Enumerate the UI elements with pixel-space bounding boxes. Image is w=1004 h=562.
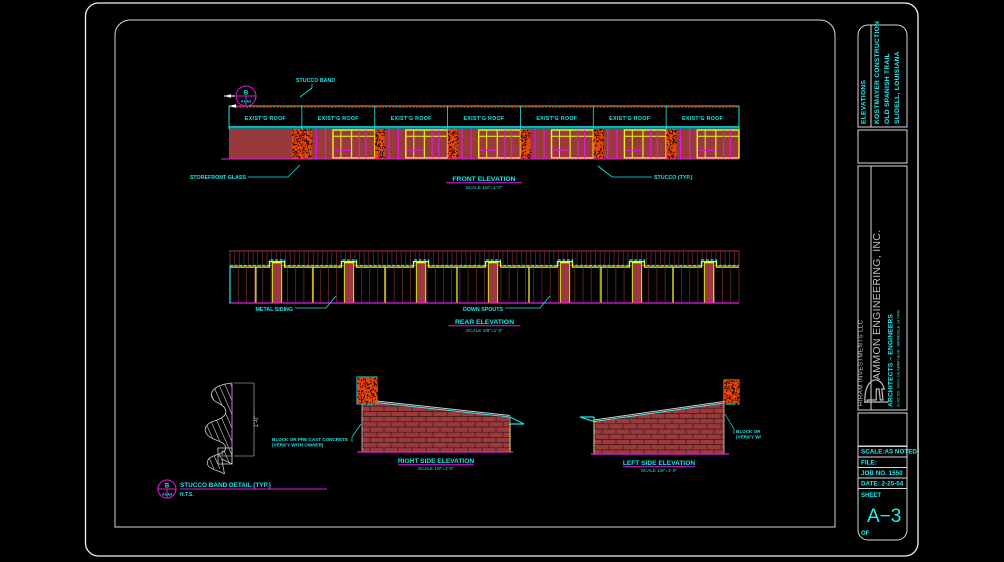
svg-text:SCALE 1/8"=1'-0": SCALE 1/8"=1'-0" — [466, 185, 503, 190]
svg-text:EXIST'G ROOF: EXIST'G ROOF — [463, 116, 505, 122]
svg-text:EXIST'G ROOF: EXIST'G ROOF — [536, 116, 578, 122]
svg-text:OLD SPANISH TRAIL: OLD SPANISH TRAIL — [884, 53, 891, 124]
svg-text:BLOCK OR: BLOCK OR — [736, 429, 761, 434]
svg-text:EXIST'G ROOF: EXIST'G ROOF — [318, 116, 360, 122]
svg-text:FRONT ELEVATION: FRONT ELEVATION — [452, 176, 515, 183]
svg-text:(VERIFY WITH OWNER): (VERIFY WITH OWNER) — [272, 443, 324, 448]
svg-text:(VERIFY W/: (VERIFY W/ — [736, 435, 762, 440]
svg-text:HIRAM INVESTMENTS LLC: HIRAM INVESTMENTS LLC — [858, 319, 865, 406]
svg-text:REAR ELEVATION: REAR ELEVATION — [455, 319, 514, 326]
svg-text:DATE: 2-25-04: DATE: 2-25-04 — [861, 481, 904, 488]
svg-text:DOWN SPOUTS: DOWN SPOUTS — [463, 307, 503, 313]
svg-text:STUCCO (TYP.): STUCCO (TYP.) — [654, 175, 693, 181]
svg-text:SUITE 300 - 600 N. CAUSEWAY BL: SUITE 300 - 600 N. CAUSEWAY BLVD - MANDE… — [897, 310, 901, 407]
svg-text:SCALE 1/8"=1'-0": SCALE 1/8"=1'-0" — [418, 466, 455, 471]
svg-text:ELEVATIONS: ELEVATIONS — [861, 80, 868, 124]
svg-text:EXIST'G ROOF: EXIST'G ROOF — [682, 116, 724, 122]
svg-text:SHEET: SHEET — [861, 493, 881, 499]
svg-text:1": 1" — [221, 451, 226, 457]
svg-text:1'-0": 1'-0" — [254, 416, 260, 428]
svg-text:KOSTMAYER CONSTRUCTION: KOSTMAYER CONSTRUCTION — [874, 21, 881, 124]
svg-text:FILE:: FILE: — [861, 460, 877, 467]
svg-text:METAL SIDING: METAL SIDING — [256, 307, 293, 313]
svg-text:B: B — [244, 91, 249, 97]
svg-text:SCALE:AS NOTED: SCALE:AS NOTED — [861, 449, 917, 456]
svg-text:A−3: A−3 — [867, 506, 901, 527]
svg-text:EXIST'G ROOF: EXIST'G ROOF — [391, 116, 433, 122]
svg-text:STOREFRONT GLASS: STOREFRONT GLASS — [190, 175, 247, 181]
svg-text:B: B — [165, 484, 170, 490]
svg-text:AMMON ENGINEERING, INC.: AMMON ENGINEERING, INC. — [871, 230, 883, 380]
svg-text:SLIDELL, LOUISIANA: SLIDELL, LOUISIANA — [894, 51, 901, 124]
svg-text:EXIST'G ROOF: EXIST'G ROOF — [245, 116, 287, 122]
svg-text:N.T.S.: N.T.S. — [180, 492, 194, 498]
svg-text:LEFT SIDE ELEVATION: LEFT SIDE ELEVATION — [623, 460, 696, 467]
svg-text:SCALE 1/8"=1'-0": SCALE 1/8"=1'-0" — [466, 328, 503, 333]
svg-text:OF: OF — [861, 531, 870, 537]
svg-text:BLOCK OR PRE CAST CONCRETE: BLOCK OR PRE CAST CONCRETE — [272, 437, 348, 442]
svg-text:STUCCO BAND: STUCCO BAND — [296, 78, 335, 84]
svg-text:SCALE 1/8"=1'-0": SCALE 1/8"=1'-0" — [641, 468, 678, 473]
svg-text:A1/A3: A1/A3 — [241, 100, 251, 104]
svg-text:STUCCO BAND DETAIL (TYP.): STUCCO BAND DETAIL (TYP.) — [180, 482, 271, 489]
svg-text:A1/A3: A1/A3 — [162, 493, 172, 497]
svg-text:ARCHITECTS – ENGINEERS: ARCHITECTS – ENGINEERS — [888, 314, 895, 407]
svg-text:JOB NO. 1550: JOB NO. 1550 — [861, 470, 903, 477]
svg-text:RIGHT SIDE ELEVATION: RIGHT SIDE ELEVATION — [398, 458, 475, 465]
svg-text:EXIST'G ROOF: EXIST'G ROOF — [609, 116, 651, 122]
